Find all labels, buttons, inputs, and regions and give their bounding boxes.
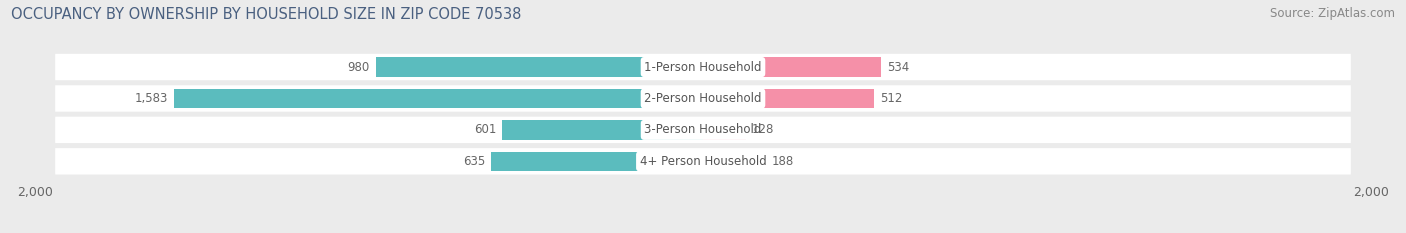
Bar xyxy=(375,57,703,77)
Text: 980: 980 xyxy=(347,61,370,74)
Bar xyxy=(703,89,875,108)
FancyBboxPatch shape xyxy=(55,117,1351,143)
Text: 128: 128 xyxy=(752,123,775,136)
Bar xyxy=(491,152,703,171)
Text: 1,583: 1,583 xyxy=(135,92,169,105)
Bar xyxy=(703,120,745,140)
Text: 3-Person Household: 3-Person Household xyxy=(644,123,762,136)
Text: 534: 534 xyxy=(887,61,910,74)
Bar xyxy=(174,89,703,108)
Text: 2-Person Household: 2-Person Household xyxy=(644,92,762,105)
Bar xyxy=(703,57,882,77)
Text: 512: 512 xyxy=(880,92,903,105)
Text: 601: 601 xyxy=(474,123,496,136)
FancyBboxPatch shape xyxy=(55,85,1351,112)
Text: 1-Person Household: 1-Person Household xyxy=(644,61,762,74)
Text: 4+ Person Household: 4+ Person Household xyxy=(640,155,766,168)
FancyBboxPatch shape xyxy=(55,148,1351,175)
Text: 188: 188 xyxy=(772,155,794,168)
FancyBboxPatch shape xyxy=(55,54,1351,80)
Bar xyxy=(703,152,766,171)
Text: 635: 635 xyxy=(463,155,485,168)
Text: Source: ZipAtlas.com: Source: ZipAtlas.com xyxy=(1270,7,1395,20)
Text: OCCUPANCY BY OWNERSHIP BY HOUSEHOLD SIZE IN ZIP CODE 70538: OCCUPANCY BY OWNERSHIP BY HOUSEHOLD SIZE… xyxy=(11,7,522,22)
Bar xyxy=(502,120,703,140)
